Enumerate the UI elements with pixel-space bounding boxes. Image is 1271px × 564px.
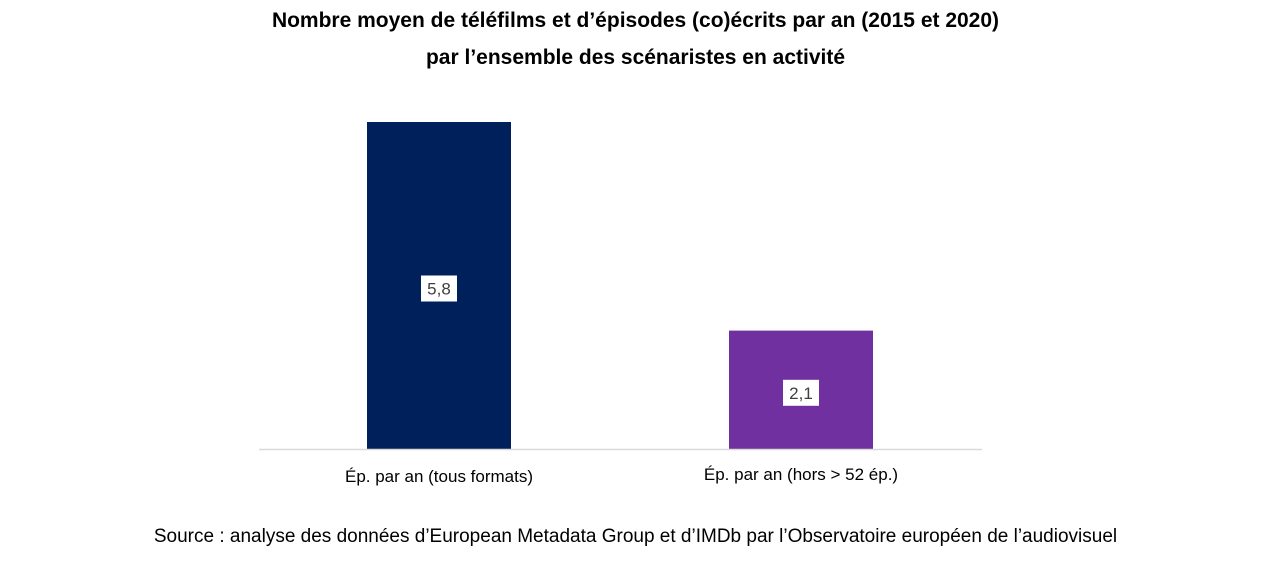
category-label-2: Ép. par an (hors > 52 ép.) — [704, 465, 898, 484]
data-label-1: 5,8 — [427, 280, 451, 299]
data-label-box-1 — [421, 275, 457, 302]
data-label-box-2 — [783, 379, 819, 406]
category-label-1: Ép. par an (tous formats) — [345, 467, 533, 486]
source-note: Source : analyse des données d’European … — [153, 526, 1118, 547]
chart-subtitle: par l’ensemble des scénaristes en activi… — [425, 46, 846, 69]
chart-title: Nombre moyen de téléfilms et d’épisodes … — [271, 9, 1000, 32]
data-label-2: 2,1 — [789, 384, 813, 403]
